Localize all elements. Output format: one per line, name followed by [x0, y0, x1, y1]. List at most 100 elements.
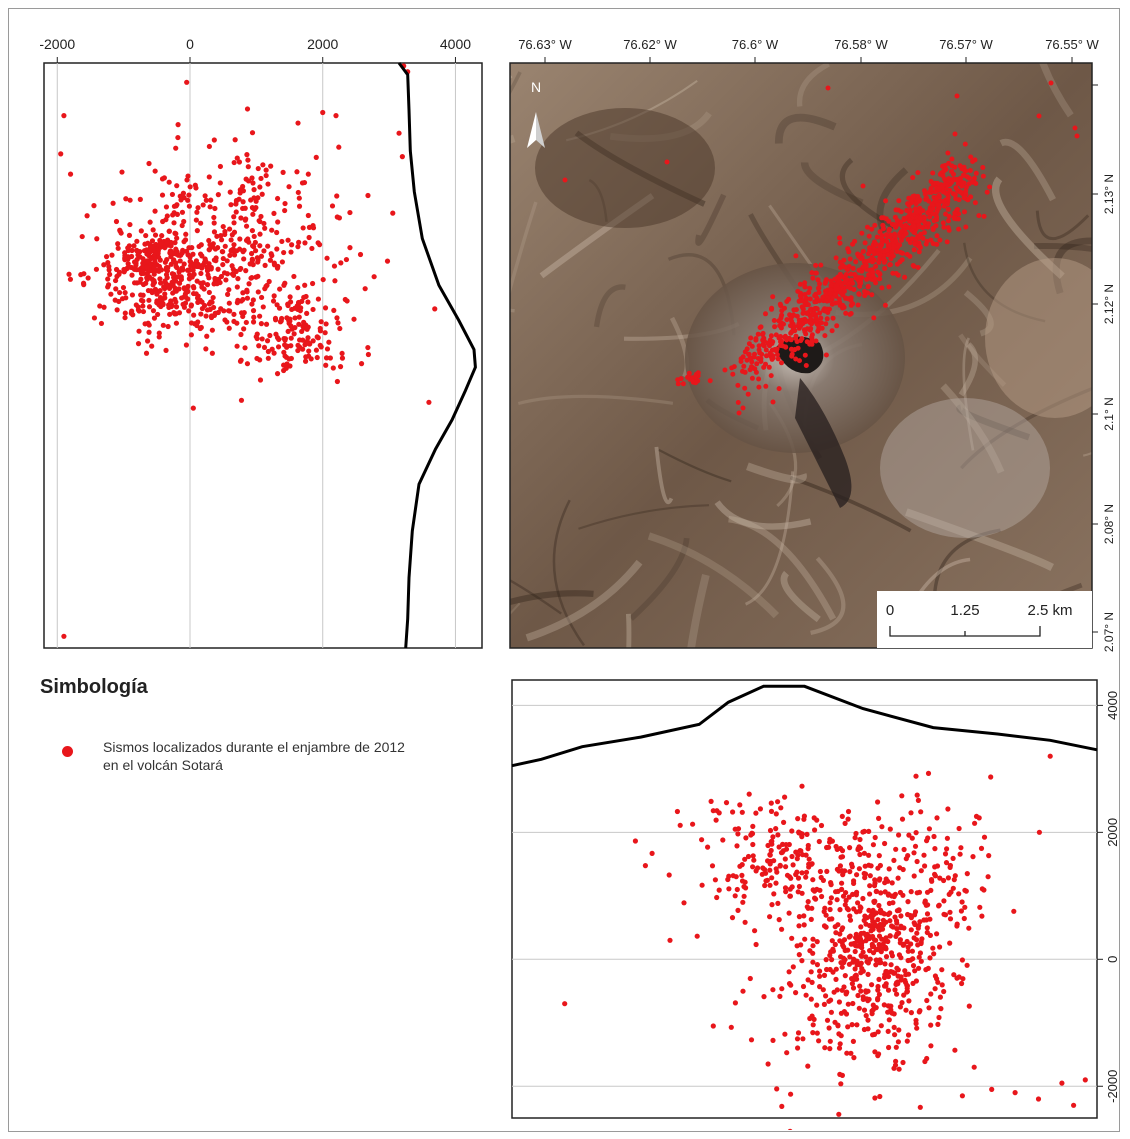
event-point — [165, 323, 171, 330]
legend: Simbología Sismos localizados durante el… — [40, 676, 405, 773]
event-point — [789, 351, 795, 357]
event-point — [220, 249, 226, 255]
event-point — [939, 982, 945, 988]
event-point — [827, 836, 833, 842]
event-point — [258, 253, 265, 259]
event-point — [802, 352, 808, 358]
event-point — [145, 338, 151, 344]
event-point — [732, 826, 738, 832]
event-point — [922, 863, 928, 869]
event-point — [927, 214, 933, 220]
event-point — [299, 328, 305, 335]
event-point — [274, 371, 281, 377]
event-point — [741, 893, 747, 899]
event-point — [949, 169, 954, 174]
event-point — [876, 927, 882, 933]
event-point — [253, 334, 259, 340]
event-point — [119, 169, 125, 175]
event-point — [823, 321, 829, 327]
event-point — [198, 242, 204, 248]
event-point — [205, 272, 211, 278]
event-point — [883, 954, 890, 960]
event-point — [802, 280, 808, 286]
event-point — [767, 350, 773, 356]
event-point — [916, 249, 922, 255]
event-point — [163, 204, 170, 210]
event-point — [186, 245, 192, 251]
event-point — [795, 875, 802, 881]
event-point — [67, 276, 74, 282]
event-point — [190, 267, 196, 273]
event-point — [289, 242, 295, 248]
event-point — [878, 252, 883, 258]
event-point — [742, 919, 748, 925]
event-point — [850, 1038, 856, 1044]
event-point — [125, 261, 131, 267]
event-point — [1059, 1080, 1065, 1086]
event-point — [168, 283, 174, 289]
event-point — [825, 85, 831, 91]
event-point — [849, 1022, 855, 1028]
event-point — [762, 882, 768, 889]
event-point — [872, 222, 878, 228]
event-point — [915, 942, 921, 948]
event-point — [772, 347, 778, 352]
event-point — [162, 245, 168, 251]
event-point — [226, 325, 232, 331]
event-point — [227, 252, 233, 259]
event-point — [680, 381, 686, 387]
event-point — [900, 1059, 906, 1066]
event-point — [817, 298, 822, 304]
event-point — [853, 973, 859, 979]
event-point — [920, 235, 926, 241]
event-point — [845, 1024, 851, 1030]
event-point — [887, 918, 893, 924]
event-point — [916, 965, 922, 971]
event-point — [224, 319, 230, 325]
event-point — [892, 233, 898, 239]
legend-item-line2: en el volcán Sotará — [103, 757, 223, 773]
event-point — [947, 940, 953, 946]
event-point — [303, 354, 309, 360]
event-point — [220, 223, 226, 230]
event-point — [317, 342, 323, 348]
event-point — [791, 347, 797, 353]
event-point — [170, 258, 177, 264]
event-point — [709, 863, 716, 869]
event-point — [878, 959, 884, 966]
event-point — [716, 887, 722, 893]
event-point — [730, 809, 736, 815]
event-point — [310, 306, 316, 313]
event-point — [865, 283, 871, 289]
event-point — [901, 846, 907, 853]
event-point — [781, 819, 787, 825]
event-point — [162, 291, 168, 297]
event-point — [783, 864, 789, 870]
event-point — [210, 294, 216, 301]
event-point — [860, 895, 866, 902]
event-point — [217, 180, 223, 186]
event-point — [895, 875, 901, 881]
event-point — [277, 286, 283, 292]
event-point — [846, 894, 852, 900]
event-point — [902, 274, 908, 280]
event-point — [746, 351, 752, 357]
event-point — [845, 907, 851, 913]
event-point — [827, 952, 833, 958]
event-point — [795, 1045, 801, 1051]
event-point — [309, 245, 315, 252]
event-point — [793, 253, 799, 259]
event-point — [756, 384, 762, 390]
event-point — [215, 266, 221, 272]
event-point — [250, 319, 257, 325]
event-point — [741, 884, 747, 890]
event-point — [836, 1031, 842, 1037]
event-point — [828, 882, 834, 888]
event-point — [767, 861, 773, 867]
event-point — [832, 276, 838, 282]
event-point — [916, 954, 922, 960]
event-point — [880, 222, 886, 228]
event-point — [122, 310, 128, 316]
event-point — [211, 214, 217, 221]
event-point — [838, 954, 844, 960]
